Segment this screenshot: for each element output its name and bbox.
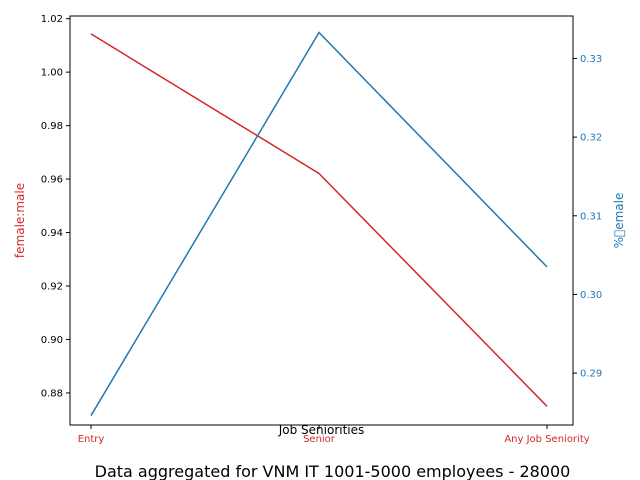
series-line-percent-female: [90, 31, 548, 416]
left-axis-label: female:male: [13, 183, 27, 258]
left-tick-label: 0.96: [41, 175, 63, 186]
left-tick-label: 0.92: [41, 281, 63, 292]
series-line-female-male-ratio: [90, 33, 548, 407]
right-tick-label: 0.29: [580, 369, 602, 380]
chart-caption: Data aggregated for VNM IT 1001-5000 emp…: [95, 462, 571, 480]
right-axis-label: % emale: [612, 193, 626, 249]
left-tick-label: 1.02: [41, 14, 63, 25]
right-tick-label: 0.32: [580, 133, 602, 144]
right-tick-label: 0.33: [580, 54, 602, 65]
left-tick-label: 0.98: [41, 121, 63, 132]
right-tick-label: 0.31: [580, 211, 602, 222]
left-tick-label: 0.94: [41, 228, 63, 239]
right-tick-label: 0.30: [580, 290, 602, 301]
x-tick-label: Any Job Seniority: [504, 434, 589, 445]
x-axis-ticks: Entry Senior Any Job Seniority: [78, 425, 590, 445]
left-tick-label: 0.88: [41, 388, 63, 399]
series-layer: [90, 31, 548, 416]
plot-frame: [69, 15, 574, 426]
x-axis-label: Job Seniorities: [278, 423, 365, 437]
left-tick-label: 0.90: [41, 335, 63, 346]
left-axis-ticks: 0.88 0.90 0.92 0.94 0.96 0.98 1.00 1.02: [41, 14, 70, 399]
x-tick-label: Entry: [78, 434, 105, 445]
right-axis-ticks: 0.29 0.30 0.31 0.32 0.33: [573, 54, 602, 380]
left-tick-label: 1.00: [41, 68, 63, 79]
x-tick-label: Senior: [303, 434, 336, 445]
